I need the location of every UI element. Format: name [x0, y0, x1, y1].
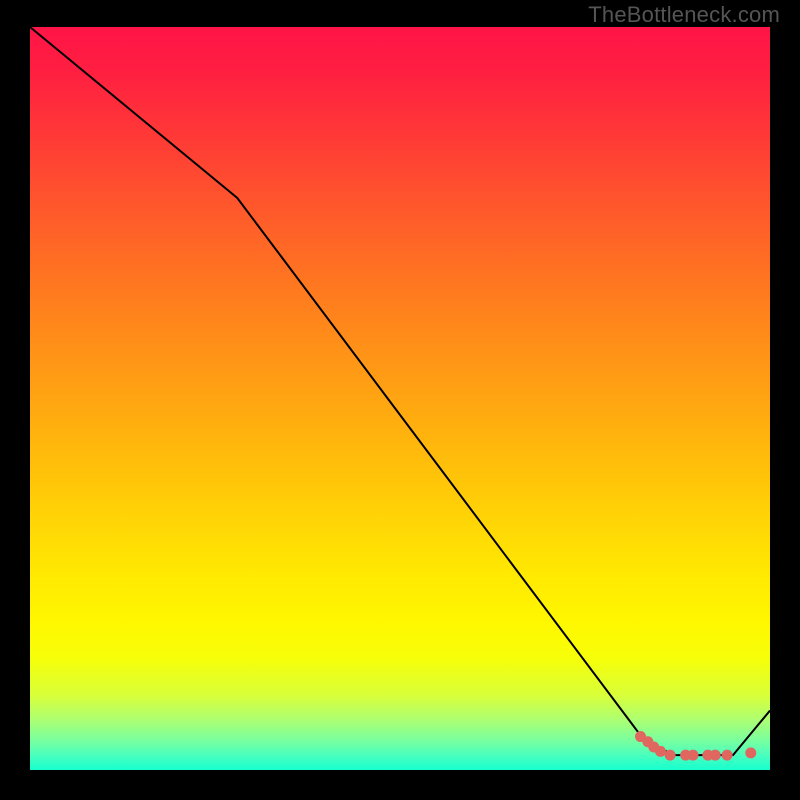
dot — [688, 750, 699, 761]
watermark-text: TheBottleneck.com — [588, 2, 780, 28]
dot — [722, 750, 733, 761]
dot — [665, 750, 676, 761]
bottleneck-chart — [0, 0, 800, 800]
plot-background — [30, 27, 770, 770]
dot — [745, 747, 756, 758]
dot — [710, 750, 721, 761]
dot — [655, 746, 666, 757]
chart-container: TheBottleneck.com — [0, 0, 800, 800]
